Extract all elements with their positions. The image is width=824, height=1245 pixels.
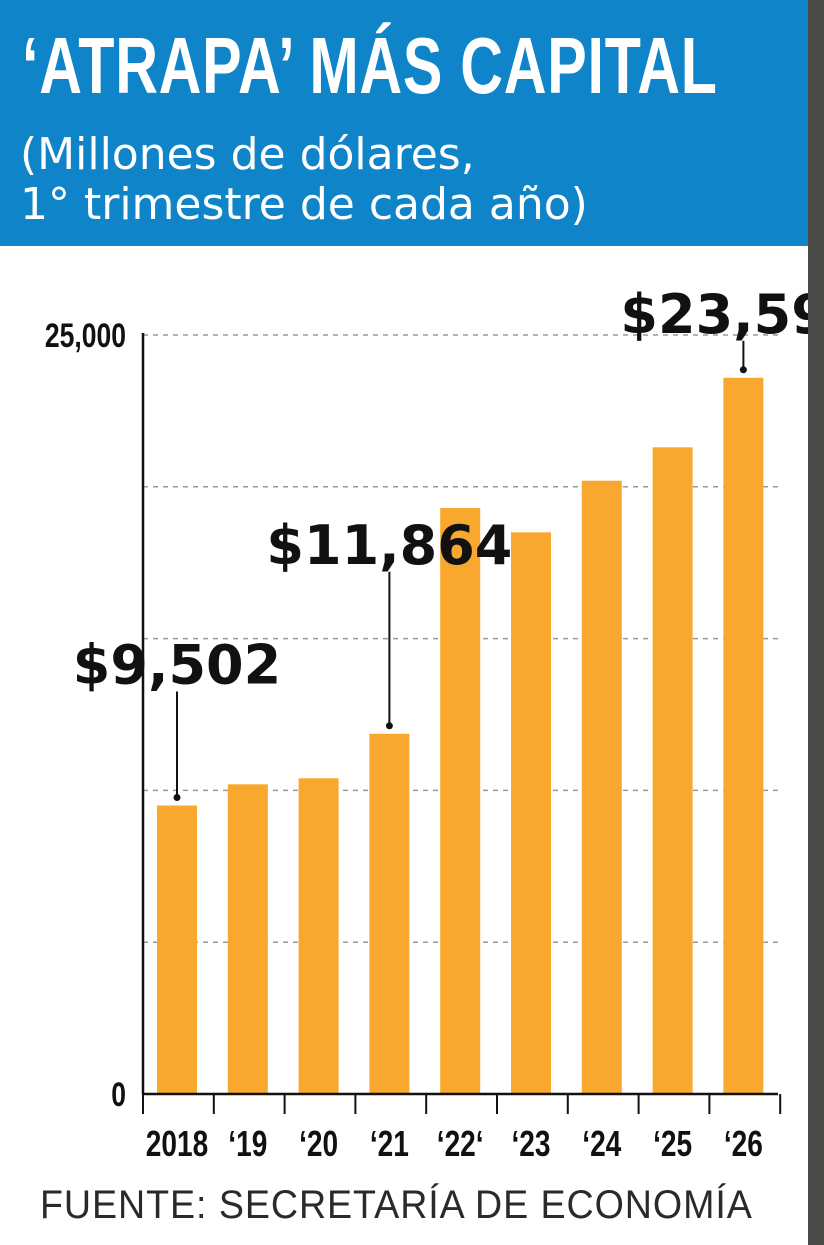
bar-4 [440,508,481,1094]
bar-0 [157,805,197,1094]
x-tick-label-6: ‘24 [582,1124,621,1164]
header-banner: ‘ATRAPA’ MÁS CAPITAL (Millones de dólare… [0,0,808,246]
chart-area: 2018 ‘19 ‘20 ‘21 ‘22‘ ‘23 ‘24 ‘25 ‘26 0 25,000 $9,5… [0,246,808,1245]
bar-2 [298,778,339,1094]
callout-dot-0 [173,794,181,802]
chart-title: ‘ATRAPA’ MÁS CAPITAL [22,21,718,110]
x-tick-label-1: ‘19 [228,1124,267,1164]
callout-dot-1 [385,722,393,730]
source-note: FUENTE: SECRETARÍA DE ECONOMÍA [40,1183,753,1227]
x-tick-label-4: ‘22‘ [437,1124,484,1164]
x-tick-label-7: ‘25 [653,1124,692,1164]
x-tick-label-8: ‘26 [724,1124,763,1164]
x-tick-label-2: ‘20 [299,1124,338,1164]
subtitle-line-2: 1° trimestre de cada año) [20,179,588,230]
y-tick-label-1: 25,000 [45,317,126,355]
x-tick-label-5: ‘23 [511,1124,550,1164]
y-tick-label-0: 0 [111,1076,126,1114]
chart-subtitle: (Millones de dólares, 1° trimestre de ca… [20,130,800,230]
subtitle-line-1: (Millones de dólares, [20,129,475,180]
background-edge [808,0,824,1245]
bar-6 [581,480,622,1094]
bar-8 [723,377,764,1094]
bar-3 [369,733,410,1094]
x-tick-label-0: 2018 [146,1124,208,1164]
bar-7 [652,447,693,1094]
callout-label-1: $11,864 [266,514,512,577]
x-tick-label-3: ‘21 [370,1124,409,1164]
bar-chart: 2018 ‘19 ‘20 ‘21 ‘22‘ ‘23 ‘24 ‘25 ‘26 0 25,000 $9,5… [45,283,808,1164]
bar-5 [511,532,551,1094]
callout-label-2: $23,591 [620,283,808,346]
callout-dot-2 [739,366,747,374]
callout-label-0: $9,502 [73,634,281,697]
bar-1 [227,784,268,1094]
